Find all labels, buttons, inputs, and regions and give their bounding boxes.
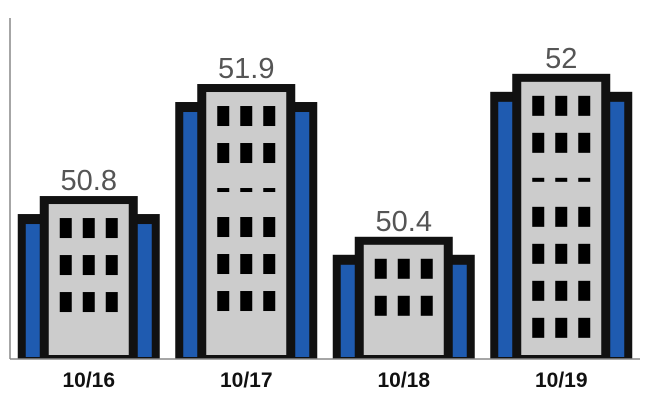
window	[555, 280, 568, 301]
window	[59, 218, 72, 239]
window	[532, 206, 545, 227]
window	[578, 206, 591, 227]
window	[555, 132, 568, 153]
window	[532, 132, 545, 153]
window-slit	[263, 188, 276, 193]
data-label: 50.8	[61, 165, 117, 197]
window	[105, 218, 118, 239]
data-label: 50.4	[376, 206, 432, 238]
window	[105, 255, 118, 276]
bar-right-wing	[137, 224, 152, 357]
window	[59, 292, 72, 313]
bar-left-wing	[183, 112, 198, 357]
x-tick-label: 10/19	[535, 369, 588, 392]
window	[240, 143, 253, 164]
window-slit	[240, 188, 253, 193]
bar-left-wing	[340, 264, 355, 357]
x-tick-label: 10/18	[377, 369, 430, 392]
bar-right-wing	[452, 264, 467, 357]
labels-layer: 50.8 10/16 51.9 10/17 50.4 10/18 52 10/19	[61, 43, 588, 392]
window	[263, 254, 276, 275]
window	[82, 218, 95, 239]
window	[532, 95, 545, 116]
window	[217, 217, 230, 238]
bar-left-wing	[498, 101, 513, 357]
window	[397, 258, 410, 279]
window	[555, 206, 568, 227]
bar-10/16	[17, 196, 160, 359]
window	[578, 280, 591, 301]
window	[374, 295, 387, 316]
bar-right-wing	[295, 112, 310, 357]
bar-10/19	[490, 73, 633, 359]
window-slit	[555, 177, 568, 182]
window	[420, 258, 433, 279]
window	[420, 295, 433, 316]
window	[82, 255, 95, 276]
window	[105, 292, 118, 313]
x-tick-label: 10/16	[62, 369, 115, 392]
window	[555, 95, 568, 116]
window	[217, 254, 230, 275]
bar-left-wing	[25, 224, 40, 357]
bars-layer	[17, 73, 633, 359]
x-tick-label: 10/17	[220, 369, 273, 392]
window	[263, 291, 276, 312]
window	[82, 292, 95, 313]
window-slit	[217, 188, 230, 193]
window	[555, 317, 568, 338]
window	[578, 95, 591, 116]
window	[263, 217, 276, 238]
window	[240, 254, 253, 275]
window-slit	[532, 177, 545, 182]
window	[397, 295, 410, 316]
window	[217, 291, 230, 312]
data-label: 51.9	[218, 53, 274, 85]
window	[217, 106, 230, 127]
window	[374, 258, 387, 279]
bar-10/17	[175, 84, 318, 359]
window	[263, 143, 276, 164]
window	[240, 217, 253, 238]
data-label: 52	[545, 43, 577, 75]
bar-10/18	[332, 236, 475, 359]
window	[555, 243, 568, 264]
window	[217, 143, 230, 164]
window	[578, 243, 591, 264]
window-slit	[578, 177, 591, 182]
window	[59, 255, 72, 276]
window	[532, 243, 545, 264]
window	[578, 132, 591, 153]
bar-right-wing	[610, 101, 625, 357]
window	[240, 106, 253, 127]
window	[240, 291, 253, 312]
window	[532, 317, 545, 338]
window	[532, 280, 545, 301]
window	[578, 317, 591, 338]
window	[263, 106, 276, 127]
